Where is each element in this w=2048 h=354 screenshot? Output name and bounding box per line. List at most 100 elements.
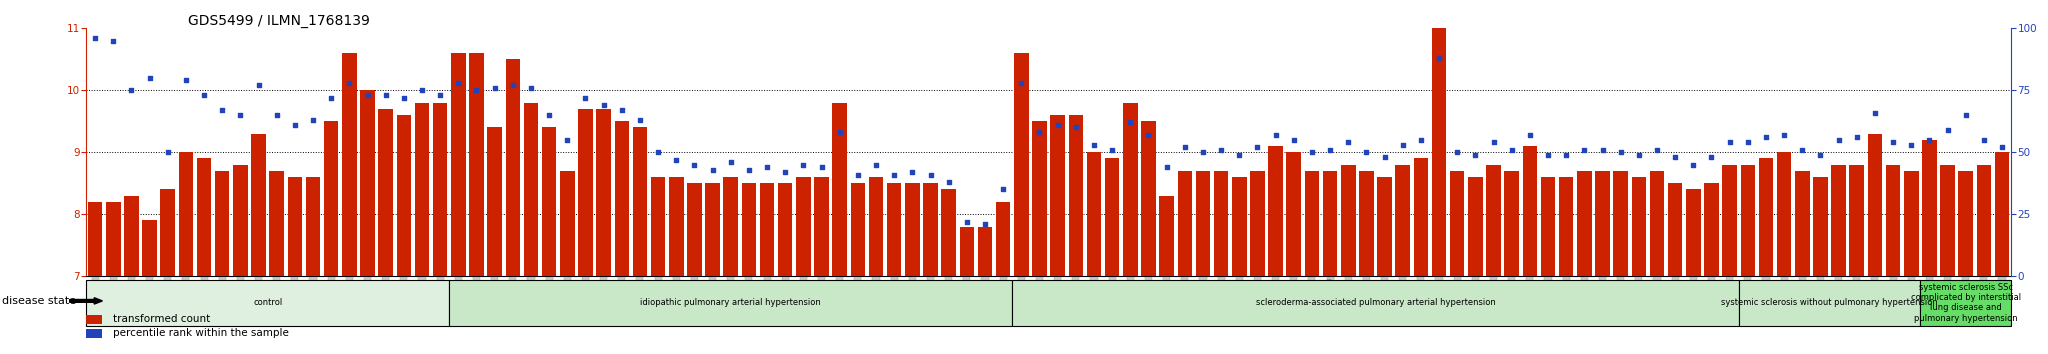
Point [1133,132,1165,138]
Bar [633,127,647,276]
Point [242,82,274,88]
Point [1569,147,1602,153]
Bar [305,177,319,276]
Point [1585,147,1618,153]
Point [479,85,512,91]
Point [969,221,1001,227]
Point [424,92,457,98]
Point [260,112,293,118]
Bar [1812,177,1827,276]
Bar [1595,171,1610,276]
Point [805,164,838,170]
Point [1169,144,1202,150]
Point [551,137,584,143]
Bar [1559,177,1573,276]
Bar [1012,280,1739,326]
Point [1024,130,1057,135]
Point [786,162,819,167]
Bar [379,109,393,276]
Bar [1831,165,1845,276]
Bar [215,171,229,276]
Point [387,95,420,101]
Bar [506,59,520,276]
Bar [1014,53,1028,276]
Bar [1577,171,1591,276]
Point [1006,80,1038,86]
Point [1368,154,1401,160]
Bar [342,53,356,276]
Point [96,38,129,44]
Point [1204,147,1237,153]
Bar [741,183,756,276]
Point [1804,152,1837,158]
Bar [451,53,465,276]
Point [987,187,1020,192]
Point [133,75,166,81]
Point [1423,55,1456,61]
Bar [125,195,139,276]
Point [1296,149,1329,155]
Bar [1686,189,1700,276]
Bar [397,115,412,276]
Bar [1868,133,1882,276]
Bar [1667,183,1681,276]
Bar [1450,171,1464,276]
Bar [1651,171,1665,276]
Bar [850,183,864,276]
Bar [1141,121,1155,276]
Point [152,149,184,155]
Bar [596,109,610,276]
Bar [1122,103,1137,276]
Bar [252,133,266,276]
Point [1260,132,1292,138]
Bar [1778,152,1792,276]
Point [1604,149,1636,155]
Point [1040,122,1073,128]
Point [170,78,203,83]
Point [1405,137,1438,143]
Text: percentile rank within the sample: percentile rank within the sample [113,328,289,338]
Bar [924,183,938,276]
Bar [1032,121,1047,276]
Bar [324,121,338,276]
Bar [469,53,483,276]
Point [1151,164,1184,170]
Point [1696,154,1729,160]
Bar [614,121,629,276]
Text: GDS5499 / ILMN_1768139: GDS5499 / ILMN_1768139 [188,14,371,28]
Bar [416,103,430,276]
Bar [1849,165,1864,276]
Point [1350,149,1382,155]
Bar [1432,28,1446,276]
Bar [651,177,666,276]
Text: disease state: disease state [2,296,76,306]
Point [588,102,621,108]
Point [1858,110,1890,115]
Point [842,172,874,177]
Bar [360,90,375,276]
Bar [961,227,975,276]
Point [1313,147,1346,153]
Point [369,92,401,98]
Bar [1323,171,1337,276]
Point [1731,139,1763,145]
Bar [1722,165,1737,276]
Bar [868,177,883,276]
Point [279,122,311,128]
Bar [1214,171,1229,276]
Bar [1104,158,1120,276]
Point [1114,120,1147,125]
Bar [670,177,684,276]
Bar [559,171,575,276]
Bar [1632,177,1647,276]
Bar [86,280,449,326]
Bar [942,189,956,276]
Bar [1159,195,1174,276]
Point [1096,147,1128,153]
Bar [1540,177,1554,276]
Bar [705,183,719,276]
Point [1331,139,1364,145]
Point [1513,132,1546,138]
Bar [1921,280,2011,326]
Bar [1739,280,1921,326]
